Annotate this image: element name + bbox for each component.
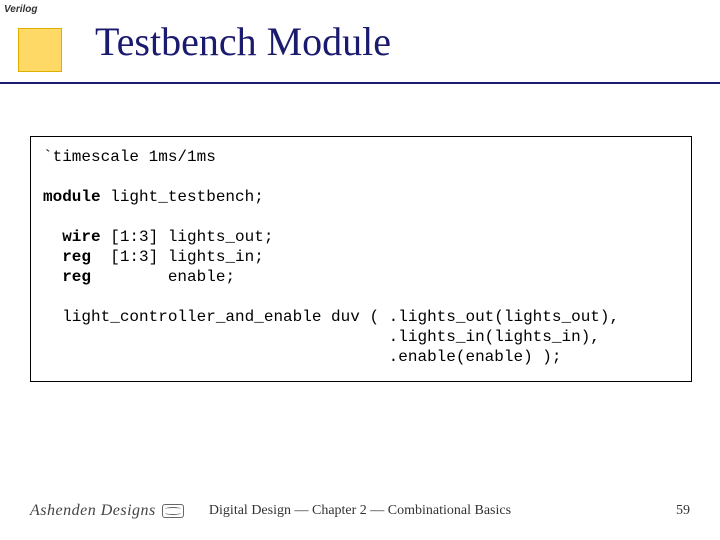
keyword-module: module [43, 188, 101, 206]
footer-caption: Digital Design — Chapter 2 — Combination… [209, 503, 511, 519]
code-text: [1:3] lights_in; [91, 248, 264, 266]
title-underline [0, 82, 720, 85]
code-text: light_testbench; [101, 188, 264, 206]
code-text: enable; [91, 268, 235, 286]
logo-text: Ashenden Designs [30, 502, 156, 520]
code-text: [1:3] lights_out; [101, 228, 274, 246]
page-title: Testbench Module [95, 18, 391, 65]
page-number: 59 [676, 503, 690, 519]
keyword-reg: reg [43, 268, 91, 286]
code-line: .lights_in(lights_in), [43, 328, 600, 346]
code-line: `timescale 1ms/1ms [43, 148, 216, 166]
accent-box [18, 28, 62, 72]
logo: Ashenden Designs [30, 502, 184, 520]
language-tag: Verilog [4, 4, 38, 15]
code-line: light_controller_and_enable duv ( .light… [43, 308, 619, 326]
logo-mark-icon [162, 504, 184, 518]
code-block: `timescale 1ms/1ms module light_testbenc… [30, 136, 692, 382]
slide-header: Testbench Module [0, 18, 720, 88]
code-line: .enable(enable) ); [43, 348, 561, 366]
keyword-reg: reg [43, 248, 91, 266]
keyword-wire: wire [43, 228, 101, 246]
slide-footer: Ashenden Designs Digital Design — Chapte… [0, 502, 720, 520]
